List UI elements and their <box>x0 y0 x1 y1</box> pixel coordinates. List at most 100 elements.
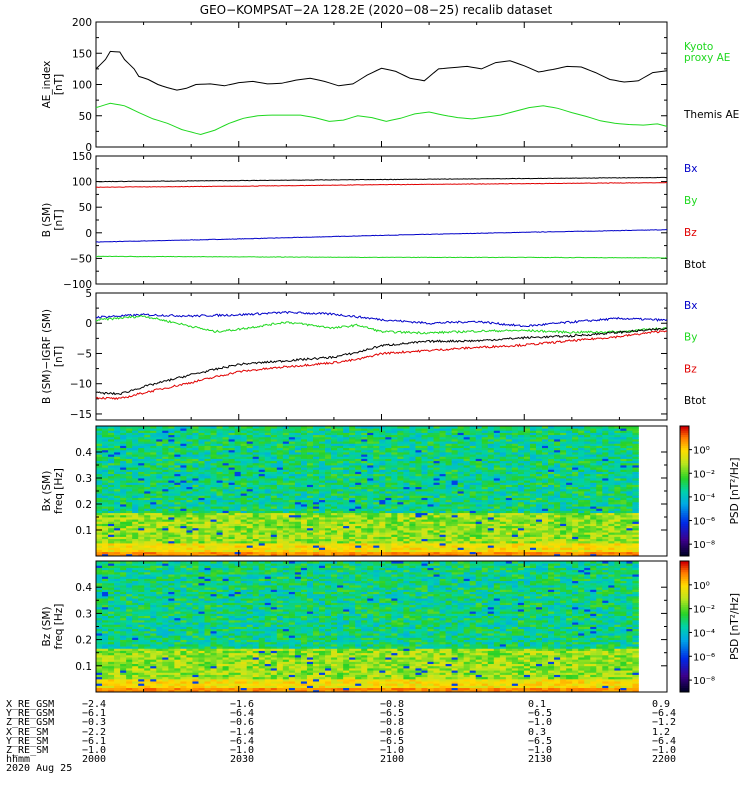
spectrogram-cell <box>379 517 386 520</box>
spectrogram-cell <box>138 512 145 516</box>
spectrogram-cell <box>602 521 609 524</box>
spectrogram-cell <box>331 488 338 492</box>
spectrogram-cell <box>572 508 579 511</box>
spectrogram-cell <box>403 458 410 462</box>
spectrogram-cell <box>626 467 633 470</box>
spectrogram-cell <box>403 497 410 501</box>
spectrogram-cell <box>632 469 639 472</box>
spectrogram-cell <box>198 499 205 503</box>
spectrogram-cell <box>554 460 561 464</box>
spectrogram-cell <box>379 540 386 544</box>
legend-label: By <box>684 195 697 207</box>
spectrogram-cell <box>529 482 537 485</box>
spectrogram-cell <box>469 543 477 546</box>
spectrogram-cell <box>276 551 284 555</box>
spectrogram-cell <box>421 551 428 555</box>
spectrogram-cell <box>144 465 151 468</box>
spectrogram-cell <box>523 467 531 470</box>
spectrogram-cell <box>126 553 133 557</box>
spectrogram-cell <box>319 456 326 459</box>
spectrogram-cell <box>469 460 477 464</box>
spectrogram-cell <box>373 508 380 511</box>
spectrogram-cell <box>144 525 151 529</box>
spectrogram-cell <box>505 499 513 503</box>
spectrogram-cell <box>168 543 175 546</box>
spectrogram-cell <box>343 536 350 540</box>
spectrogram-cell <box>542 540 549 544</box>
spectrogram-cell <box>180 534 187 537</box>
spectrogram-cell <box>517 462 525 466</box>
spectrogram-cell <box>560 523 567 527</box>
spectrogram-cell <box>294 491 302 494</box>
spectrogram-cell <box>349 540 356 544</box>
spectrogram-cell <box>150 547 157 550</box>
spectrogram-cell <box>445 534 453 537</box>
spectrogram-cell <box>312 534 320 537</box>
spectrogram-cell <box>361 506 368 509</box>
spectrogram-cell <box>150 460 157 464</box>
spectrogram-cell <box>120 543 127 546</box>
spectrogram-cell <box>264 504 272 507</box>
spectrogram-cell <box>554 543 561 546</box>
spectrogram-cell <box>300 501 308 505</box>
spectrogram-cell <box>343 510 350 514</box>
spectrogram-cell <box>294 517 302 520</box>
spectrogram-cell <box>168 508 175 511</box>
spectrogram-cell <box>457 525 465 529</box>
spectrogram-cell <box>602 543 609 546</box>
spectrogram-cell <box>487 512 495 516</box>
spectrogram-cell <box>505 543 513 546</box>
spectrogram-cell <box>487 454 495 457</box>
spectrogram-cell <box>487 514 495 518</box>
spectrogram-cell <box>180 519 187 522</box>
spectrogram-cell <box>132 480 139 483</box>
spectrogram-cell <box>337 460 344 464</box>
spectrogram-cell <box>614 482 621 485</box>
spectrogram-cell <box>306 540 314 544</box>
spectrogram-cell <box>120 458 127 462</box>
spectrogram-cell <box>584 486 591 490</box>
spectrogram-cell <box>602 514 609 518</box>
spectrogram-cell <box>529 465 537 468</box>
spectrogram-image <box>96 426 639 557</box>
spectrogram-cell <box>542 512 549 516</box>
spectrogram-cell <box>246 547 254 550</box>
spectrogram-cell <box>379 478 386 481</box>
spectrogram-cell <box>114 538 121 542</box>
spectrogram-cell <box>264 517 272 520</box>
spectrogram-cell <box>234 486 242 490</box>
spectrogram-cell <box>198 510 205 514</box>
spectrogram-cell <box>288 532 296 535</box>
spectrogram-cell <box>463 510 471 514</box>
spectrogram-cell <box>198 501 205 505</box>
spectrogram-cell <box>523 551 531 555</box>
spectrogram-cell <box>114 530 121 533</box>
spectrogram-cell <box>373 525 380 529</box>
spectrogram-cell <box>421 473 428 477</box>
spectrogram-cell <box>415 488 422 492</box>
spectrogram-cell <box>192 473 199 477</box>
spectrogram-cell <box>102 495 109 498</box>
spectrogram-cell <box>282 545 290 548</box>
spectrogram-cell <box>451 517 459 520</box>
spectrogram-cell <box>475 536 483 540</box>
spectrogram-cell <box>373 497 380 501</box>
spectrogram-cell <box>156 456 163 459</box>
spectrogram-cell <box>409 458 416 462</box>
spectrogram-cell <box>234 475 242 479</box>
spectrogram-cell <box>463 462 471 466</box>
spectrogram-cell <box>186 549 193 553</box>
spectrogram-cell <box>114 454 121 457</box>
spectrogram-cell <box>529 497 537 501</box>
spectrogram-cell <box>505 491 513 494</box>
spectrogram-cell <box>252 551 260 555</box>
spectrogram-cell <box>626 493 633 496</box>
spectrogram-cell <box>132 514 139 518</box>
spectrogram-cell <box>114 508 121 511</box>
spectrogram-cell <box>596 504 603 507</box>
spectrogram-cell <box>337 510 344 514</box>
spectrogram-cell <box>590 527 597 531</box>
spectrogram-cell <box>427 486 434 490</box>
spectrogram-cell <box>355 527 362 531</box>
